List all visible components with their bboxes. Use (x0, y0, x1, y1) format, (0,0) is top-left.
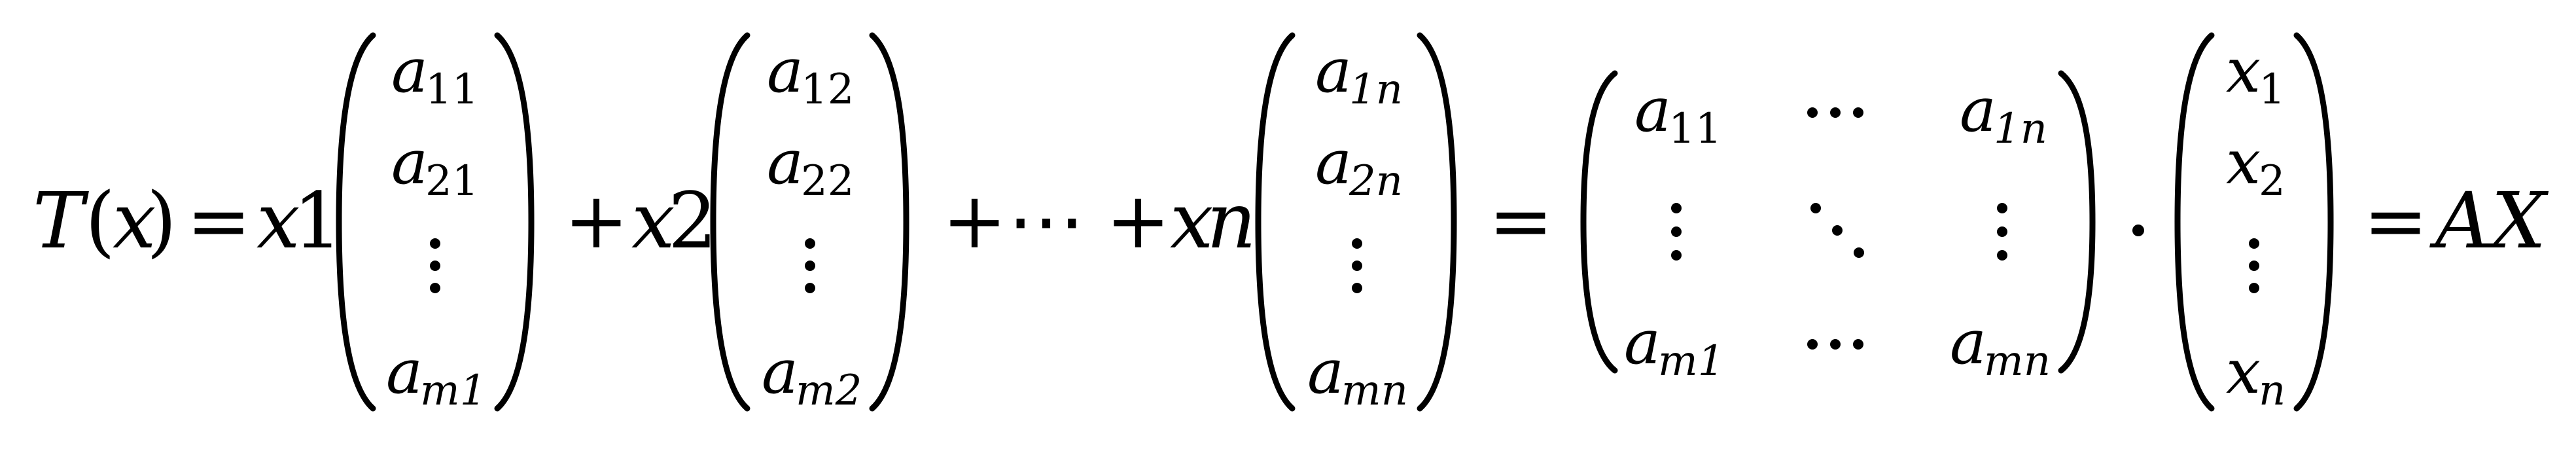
plus-sign-3: + (1106, 175, 1171, 266)
term-1-vdots (430, 238, 440, 293)
vector-x-entry-xn: x n (2226, 336, 2285, 415)
vector-x-left-paren (2174, 32, 2215, 412)
lhs-close-paren: ) (147, 175, 177, 266)
svg-text:1n: 1n (1349, 65, 1403, 114)
svg-text:x: x (2226, 127, 2261, 198)
term-n: x n a 1n a 2n a mn (1170, 32, 1457, 415)
term-n-left-paren (1255, 32, 1296, 412)
svg-text:a: a (386, 336, 423, 408)
svg-text:mn: mn (1341, 367, 1408, 415)
lhs-function-symbol: T (33, 175, 89, 266)
svg-text:a: a (1950, 307, 1986, 378)
matrix-left-paren (1580, 70, 1618, 374)
svg-text:1: 1 (2259, 65, 2285, 114)
svg-text:a: a (391, 127, 428, 198)
svg-text:11: 11 (1668, 105, 1721, 153)
svg-text:22: 22 (801, 157, 854, 206)
svg-text:a: a (391, 35, 428, 107)
svg-text:a: a (1315, 35, 1352, 107)
svg-text:n: n (2259, 367, 2285, 415)
rhs-product: AX (2429, 175, 2549, 266)
svg-text:11: 11 (425, 65, 478, 114)
term-1-coefficient-base: x (256, 175, 300, 266)
lhs-open-paren: ( (85, 175, 115, 266)
cdots-ellipsis: ⋯ (1008, 175, 1085, 266)
term-2-right-paren (869, 32, 909, 412)
equals-sign-3: = (2363, 175, 2428, 266)
svg-text:2: 2 (2259, 157, 2285, 206)
term-2: x 2 a 12 a 22 a m2 (631, 32, 909, 415)
term-n-entry-a1n: a 1n (1315, 35, 1403, 114)
term-2-entry-a12: a 12 (767, 35, 854, 114)
matrix-entry-a1n: a 1n (1960, 75, 2047, 153)
term-2-coefficient-index: 2 (668, 175, 717, 266)
term-n-entry-amn: a mn (1307, 336, 1408, 415)
times-dot (2132, 225, 2144, 236)
term-1-coefficient-index: 1 (293, 175, 342, 266)
lhs-group: T ( x ) = (33, 175, 251, 266)
term-2-entry-a22: a 22 (767, 127, 854, 206)
svg-text:2n: 2n (1349, 157, 1403, 206)
svg-text:a: a (767, 35, 803, 107)
svg-text:a: a (1960, 75, 1996, 146)
term-1: x 1 a 11 a 21 a m1 (256, 32, 535, 415)
matrix-right-paren (2058, 70, 2096, 374)
equals-sign: = (186, 175, 251, 266)
term-n-right-paren (1417, 32, 1457, 412)
lhs-argument: x (113, 175, 156, 266)
term-1-entry-a21: a 21 (391, 127, 478, 206)
svg-text:a: a (1634, 75, 1671, 146)
term-n-coefficient-base: x (1170, 175, 1214, 266)
matrix-entry-a11: a 11 (1634, 75, 1721, 153)
term-2-left-paren (710, 32, 750, 412)
vector-x-vdots (2249, 238, 2259, 293)
svg-text:m1: m1 (420, 367, 486, 415)
svg-text:12: 12 (801, 65, 854, 114)
svg-text:m1: m1 (1658, 337, 1724, 386)
term-2-entry-am2: a m2 (762, 336, 862, 415)
svg-text:m2: m2 (796, 367, 862, 415)
matrix-a: a 11 a 1n a m1 (1580, 70, 2096, 386)
vector-x: x 1 x 2 x n (2174, 32, 2334, 415)
term-1-entry-am1: a m1 (386, 336, 486, 415)
vector-x-entry-x2: x 2 (2226, 127, 2285, 206)
term-1-left-paren (336, 32, 376, 412)
term-2-vdots (805, 238, 815, 293)
matrix-entry-amn: a mn (1950, 307, 2051, 386)
matrix-entry-am1: a m1 (1624, 307, 1724, 386)
svg-text:1n: 1n (1994, 105, 2047, 153)
vector-x-entry-x1: x 1 (2226, 35, 2285, 114)
term-n-coefficient-index: n (1207, 175, 1256, 266)
svg-text:a: a (1624, 307, 1661, 378)
matrix-vdots-left (1671, 203, 1682, 261)
plus-sign-1: + (564, 175, 629, 266)
svg-text:x: x (2226, 336, 2261, 408)
svg-text:a: a (762, 336, 798, 408)
svg-text:mn: mn (1984, 337, 2051, 386)
term-n-vdots (1352, 238, 1362, 293)
svg-text:a: a (767, 127, 803, 198)
term-2-coefficient-base: x (631, 175, 675, 266)
term-n-entry-a2n: a 2n (1315, 127, 1403, 206)
svg-text:a: a (1315, 127, 1352, 198)
vector-x-right-paren (2293, 32, 2334, 412)
svg-text:a: a (1307, 336, 1344, 408)
svg-text:x: x (2226, 35, 2261, 107)
matrix-vdots-right (1997, 203, 2007, 261)
term-1-entry-a11: a 11 (391, 35, 478, 114)
svg-text:21: 21 (425, 157, 478, 206)
matrix-hdots-bottom (1807, 339, 1863, 350)
term-1-right-paren (494, 32, 535, 412)
plus-sign-2: + (942, 175, 1007, 266)
matrix-ddots (1810, 203, 1864, 258)
equals-sign-2: = (1489, 175, 1553, 266)
matrix-hdots-top (1807, 107, 1863, 118)
